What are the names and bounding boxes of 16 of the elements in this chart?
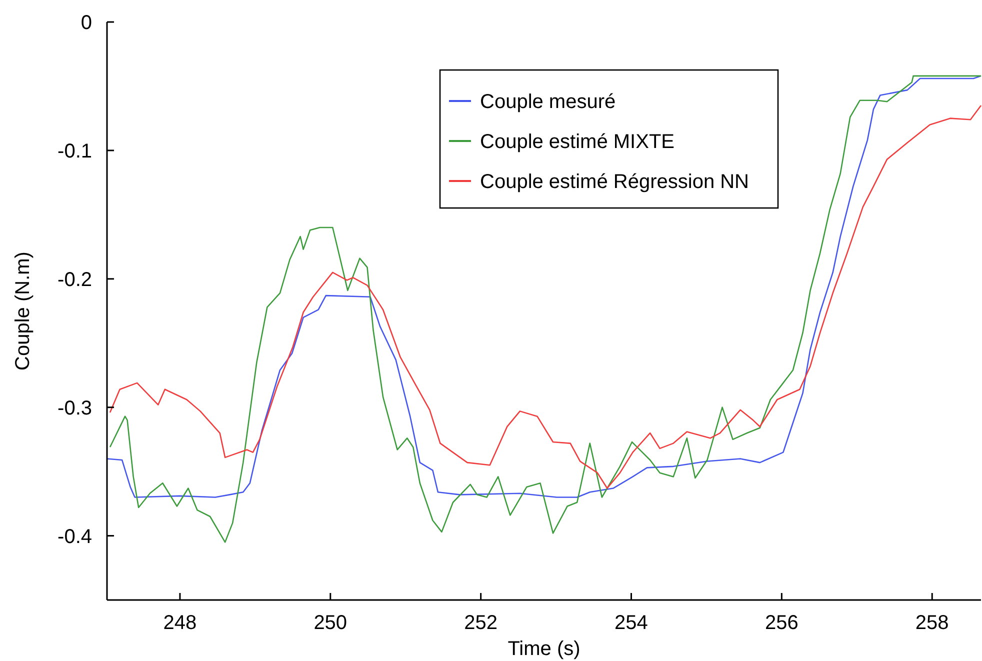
y-tick-label: -0.4 xyxy=(58,526,92,548)
y-tick-label: -0.3 xyxy=(58,397,92,420)
y-tick-label: -0.1 xyxy=(58,140,92,162)
x-tick-label: 252 xyxy=(464,612,498,634)
x-tick-label: 256 xyxy=(764,612,798,634)
legend-label: Couple estimé MIXTE xyxy=(480,131,675,153)
x-axis-title: Time (s) xyxy=(508,638,580,660)
y-tick-label: -0.2 xyxy=(58,268,92,291)
x-tick-label: 248 xyxy=(163,612,197,634)
x-tick-label: 258 xyxy=(915,612,949,634)
x-tick-label: 250 xyxy=(314,612,348,634)
legend-label: Couple estimé Régression NN xyxy=(480,171,750,193)
legend-label: Couple mesuré xyxy=(480,91,616,113)
y-axis-title: Couple (N.m) xyxy=(12,252,34,370)
y-tick-label: 0 xyxy=(80,12,92,34)
x-tick-label: 254 xyxy=(614,612,648,634)
